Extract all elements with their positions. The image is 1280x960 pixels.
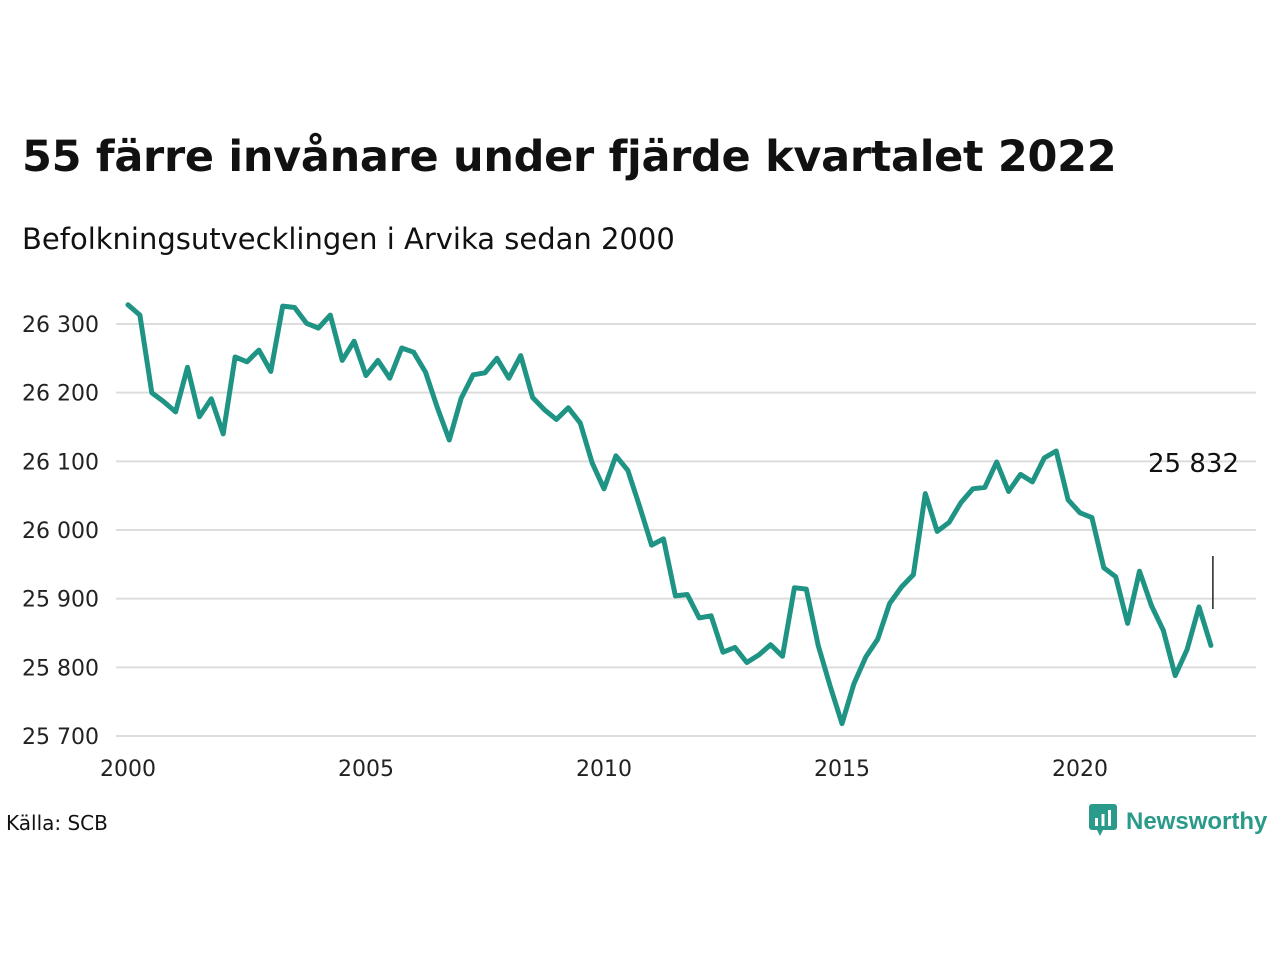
series-line-0 [125, 302, 1214, 727]
y-tick-label: 26 100 [22, 450, 99, 475]
x-tick-label: 2010 [576, 757, 632, 782]
x-tick-label: 2000 [100, 757, 156, 782]
gridlines [116, 323, 1256, 737]
y-tick-label: 26 300 [22, 313, 99, 338]
x-tick-label: 2015 [814, 757, 870, 782]
y-tick-label: 25 700 [22, 725, 99, 750]
x-tick-label: 2020 [1052, 757, 1108, 782]
chart-subtitle: Befolkningsutvecklingen i Arvika sedan 2… [22, 222, 675, 256]
x-axis-labels: 2000 2005 2010 2015 2020 [100, 757, 1108, 782]
y-axis-labels: 25 700 25 800 25 900 26 000 26 100 26 200 26 3… [22, 313, 99, 750]
brand[interactable]: Newsworthy [1088, 803, 1267, 841]
y-tick-label: 25 900 [22, 588, 99, 613]
brand-name: Newsworthy [1126, 808, 1268, 835]
annotation-label: 25 832 [1148, 449, 1239, 479]
source-label: Källa: SCB [6, 811, 108, 835]
annotation-layer: 25 832 [1148, 449, 1239, 609]
series-layer [125, 302, 1214, 727]
chart-title: 55 färre invånare under fjärde kvartalet… [22, 132, 1117, 182]
y-tick-label: 25 800 [22, 656, 99, 681]
newsworthy-logo-icon [1088, 803, 1118, 841]
y-tick-label: 26 000 [22, 519, 99, 544]
x-tick-label: 2005 [338, 757, 394, 782]
y-tick-label: 26 200 [22, 382, 99, 407]
